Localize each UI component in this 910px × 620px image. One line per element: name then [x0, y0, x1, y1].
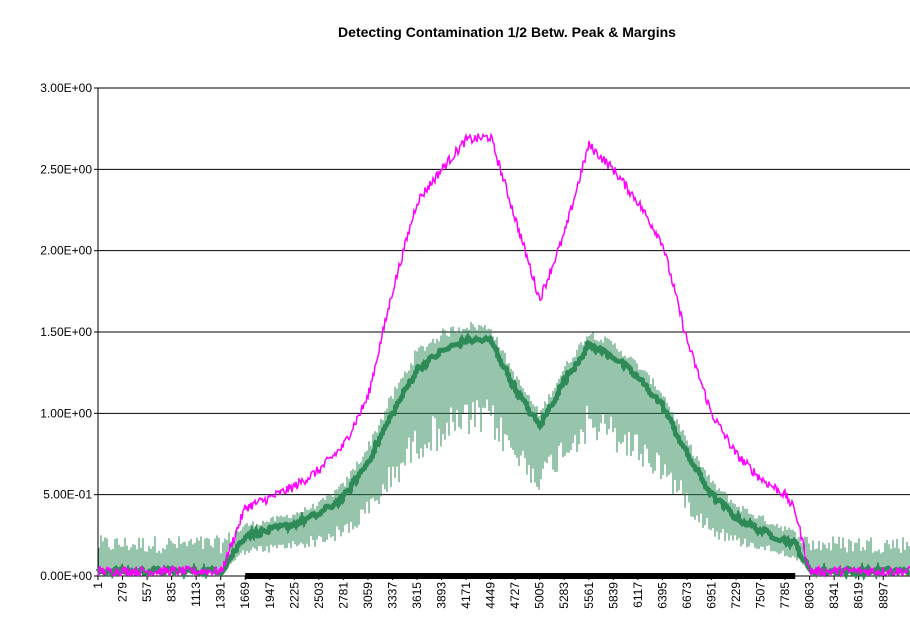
x-tick-label: 7507	[754, 582, 768, 609]
x-tick-label: 1947	[263, 582, 277, 609]
y-tick-label: 2.00E+00	[40, 244, 92, 258]
x-tick-label: 1669	[238, 582, 252, 609]
x-tick-label: 6395	[655, 582, 669, 609]
y-tick-label: 3.00E+00	[40, 81, 92, 95]
green-noise-band	[98, 322, 910, 572]
x-tick-label: 1	[91, 582, 105, 589]
y-tick-label: 5.00E-01	[43, 488, 92, 502]
x-tick-label: 1391	[214, 582, 228, 609]
x-tick-label: 1113	[189, 582, 203, 607]
x-tick-label: 2503	[312, 582, 326, 609]
x-tick-label: 3337	[385, 582, 399, 609]
x-tick-label: 5839	[606, 582, 620, 609]
x-tick-label: 4171	[459, 582, 473, 609]
x-tick-label: 6673	[680, 582, 694, 609]
x-axis: 1 279 557 835 1113 1391 1669 1947 2225 2503 2781 30…	[91, 575, 910, 609]
x-tick-label: 3615	[410, 582, 424, 609]
x-tick-label: 5283	[557, 582, 571, 609]
x-tick-label: 8897	[876, 582, 890, 609]
x-tick-label: 6951	[704, 582, 718, 609]
y-tick-label: 0.00E+00	[40, 569, 92, 583]
y-tick-label: 2.50E+00	[40, 162, 92, 176]
x-tick-label: 8063	[803, 582, 817, 609]
y-axis: 0.00E+00 5.00E-01 1.00E+00 1.50E+00 2.00E+00…	[40, 81, 99, 583]
y-tick-label: 1.50E+00	[40, 325, 92, 339]
gridlines	[98, 87, 910, 496]
green-center-line	[95, 332, 910, 581]
x-tick-label: 3893	[435, 582, 449, 609]
x-tick-label: 2225	[287, 582, 301, 609]
series-group	[95, 132, 910, 581]
x-tick-label: 4449	[484, 582, 498, 609]
x-tick-label: 8619	[852, 582, 866, 609]
x-tick-label: 279	[116, 582, 130, 602]
x-tick-label: 2781	[336, 582, 350, 609]
chart-title: Detecting Contamination 1/2 Betw. Peak &…	[338, 24, 676, 40]
x-tick-label: 8341	[827, 582, 841, 609]
x-tick-label: 7229	[729, 582, 743, 609]
y-tick-label: 1.00E+00	[40, 406, 92, 420]
x-tick-label: 7785	[778, 582, 792, 609]
x-tick-label: 6117	[631, 582, 645, 608]
x-tick-label: 3059	[361, 582, 375, 609]
series-green	[95, 322, 910, 581]
x-tick-label: 4727	[508, 582, 522, 609]
x-tick-label: 5561	[582, 582, 596, 609]
x-tick-label: 835	[165, 582, 179, 602]
x-tick-label: 5005	[533, 582, 547, 609]
x-tick-label: 557	[140, 582, 154, 602]
series-magenta	[97, 132, 910, 579]
